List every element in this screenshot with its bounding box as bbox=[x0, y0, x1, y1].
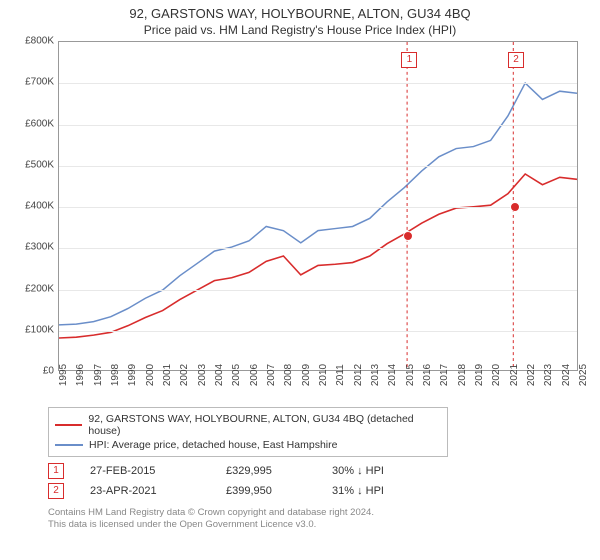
chart-svg bbox=[59, 42, 577, 370]
x-axis-tick: 2000 bbox=[145, 364, 156, 386]
event-delta: 30% ↓ HPI bbox=[332, 465, 422, 477]
x-axis-tick: 2024 bbox=[561, 364, 572, 386]
y-axis-tick: £600K bbox=[10, 118, 54, 129]
event-date: 23-APR-2021 bbox=[90, 485, 200, 497]
footer-line-1: Contains HM Land Registry data © Crown c… bbox=[48, 507, 590, 519]
footer: Contains HM Land Registry data © Crown c… bbox=[48, 507, 590, 532]
y-axis-tick: £0 bbox=[10, 366, 54, 377]
event-marker-2: 2 bbox=[508, 52, 524, 68]
y-axis-tick: £300K bbox=[10, 242, 54, 253]
x-axis-tick: 2009 bbox=[301, 364, 312, 386]
event-price: £329,995 bbox=[226, 465, 306, 477]
x-axis-tick: 2018 bbox=[457, 364, 468, 386]
x-axis-tick: 2021 bbox=[509, 364, 520, 386]
event-marker-1: 1 bbox=[401, 52, 417, 68]
y-axis-tick: £800K bbox=[10, 36, 54, 47]
gridline bbox=[59, 207, 577, 208]
event-date: 27-FEB-2015 bbox=[90, 465, 200, 477]
series-property bbox=[59, 174, 577, 338]
x-axis-tick: 2017 bbox=[439, 364, 450, 386]
gridline bbox=[59, 248, 577, 249]
x-axis-tick: 2014 bbox=[387, 364, 398, 386]
event-dot bbox=[403, 231, 413, 241]
legend-swatch bbox=[55, 424, 82, 426]
x-axis-tick: 2008 bbox=[283, 364, 294, 386]
plot-area: 12 bbox=[58, 41, 578, 371]
x-axis-tick: 2023 bbox=[543, 364, 554, 386]
y-axis-tick: £500K bbox=[10, 159, 54, 170]
x-axis-tick: 2011 bbox=[335, 364, 346, 386]
x-axis-tick: 2006 bbox=[249, 364, 260, 386]
x-axis-tick: 2002 bbox=[179, 364, 190, 386]
x-axis-tick: 1997 bbox=[93, 364, 104, 386]
x-axis-tick: 2022 bbox=[526, 364, 537, 386]
gridline bbox=[59, 331, 577, 332]
event-row: 1 27-FEB-2015 £329,995 30% ↓ HPI bbox=[48, 461, 590, 481]
x-axis-tick: 2010 bbox=[318, 364, 329, 386]
x-axis-tick: 2015 bbox=[405, 364, 416, 386]
gridline bbox=[59, 290, 577, 291]
legend-row: 92, GARSTONS WAY, HOLYBOURNE, ALTON, GU3… bbox=[55, 412, 441, 438]
x-axis-tick: 2019 bbox=[474, 364, 485, 386]
legend: 92, GARSTONS WAY, HOLYBOURNE, ALTON, GU3… bbox=[48, 407, 448, 457]
x-axis-tick: 2025 bbox=[578, 364, 589, 386]
x-axis-tick: 2005 bbox=[231, 364, 242, 386]
chart: 12 £0£100K£200K£300K£400K£500K£600K£700K… bbox=[10, 41, 590, 401]
x-axis-tick: 2004 bbox=[214, 364, 225, 386]
event-delta: 31% ↓ HPI bbox=[332, 485, 422, 497]
legend-row: HPI: Average price, detached house, East… bbox=[55, 438, 441, 452]
y-axis-tick: £400K bbox=[10, 201, 54, 212]
event-row-marker: 2 bbox=[48, 483, 64, 499]
footer-line-2: This data is licensed under the Open Gov… bbox=[48, 519, 590, 531]
x-axis-tick: 2003 bbox=[197, 364, 208, 386]
event-row-marker: 1 bbox=[48, 463, 64, 479]
x-axis-tick: 2013 bbox=[370, 364, 381, 386]
x-axis-tick: 2020 bbox=[491, 364, 502, 386]
gridline bbox=[59, 83, 577, 84]
x-axis-tick: 1995 bbox=[58, 364, 69, 386]
y-axis-tick: £200K bbox=[10, 283, 54, 294]
x-axis-tick: 2016 bbox=[422, 364, 433, 386]
legend-label: 92, GARSTONS WAY, HOLYBOURNE, ALTON, GU3… bbox=[88, 413, 441, 437]
gridline bbox=[59, 125, 577, 126]
y-axis-tick: £700K bbox=[10, 77, 54, 88]
x-axis-tick: 2012 bbox=[353, 364, 364, 386]
page-title: 92, GARSTONS WAY, HOLYBOURNE, ALTON, GU3… bbox=[0, 0, 600, 21]
legend-swatch bbox=[55, 444, 83, 446]
page-subtitle: Price paid vs. HM Land Registry's House … bbox=[0, 21, 600, 41]
x-axis-tick: 2001 bbox=[162, 364, 173, 386]
x-axis-tick: 1999 bbox=[127, 364, 138, 386]
y-axis-tick: £100K bbox=[10, 324, 54, 335]
event-row: 2 23-APR-2021 £399,950 31% ↓ HPI bbox=[48, 481, 590, 501]
event-dot bbox=[510, 202, 520, 212]
gridline bbox=[59, 166, 577, 167]
x-axis-tick: 1996 bbox=[75, 364, 86, 386]
legend-label: HPI: Average price, detached house, East… bbox=[89, 439, 337, 451]
x-axis-tick: 1998 bbox=[110, 364, 121, 386]
event-table: 1 27-FEB-2015 £329,995 30% ↓ HPI 2 23-APR-202… bbox=[48, 461, 590, 501]
x-axis-tick: 2007 bbox=[266, 364, 277, 386]
event-price: £399,950 bbox=[226, 485, 306, 497]
